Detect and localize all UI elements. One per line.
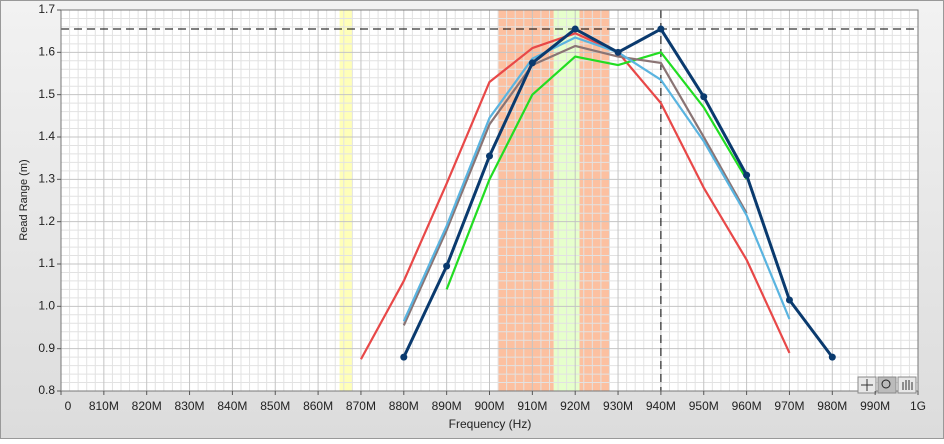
y-tick-label: 1.3	[38, 172, 55, 186]
cursor-icon	[861, 379, 873, 391]
x-tick-label: 900M	[474, 399, 504, 413]
x-tick-label: 850M	[260, 399, 290, 413]
data-point	[486, 152, 493, 160]
y-tick-label: 1.5	[38, 87, 55, 101]
x-tick-label: 960M	[732, 399, 762, 413]
y-tick-label: 1.0	[38, 299, 55, 313]
x-tick-label: 820M	[132, 399, 162, 413]
x-tick-label: 810M	[89, 399, 119, 413]
x-tick-label: 990M	[860, 399, 890, 413]
data-point	[571, 25, 579, 33]
y-tick-label: 0.9	[38, 341, 55, 355]
series-line	[445, 51, 748, 290]
y-tick-label: 1.2	[38, 214, 55, 228]
zoom-tool[interactable]	[877, 376, 897, 394]
graph-tools[interactable]	[857, 376, 917, 394]
series-line	[359, 32, 791, 360]
y-tick-label: 0.8	[38, 383, 55, 397]
x-tick-label: 870M	[346, 399, 376, 413]
y-tick-label: 1.6	[38, 45, 55, 59]
pan-icon	[902, 380, 913, 390]
y-tick-label: 1.4	[38, 129, 55, 143]
x-tick-label: 920M	[560, 399, 590, 413]
data-point	[785, 296, 793, 304]
data-point	[614, 48, 622, 56]
y-tick-label: 1.1	[38, 256, 55, 270]
data-point	[528, 59, 536, 67]
data-point	[443, 262, 451, 270]
x-tick-label: 860M	[303, 399, 333, 413]
y-axis-title: Read Range (m)	[18, 159, 30, 240]
x-tick-label: 930M	[603, 399, 633, 413]
frequency-band	[339, 10, 353, 391]
data-point	[400, 353, 408, 361]
x-tick-label: 0	[65, 399, 72, 413]
x-tick-label: 840M	[217, 399, 247, 413]
data-point	[743, 171, 751, 179]
x-tick-label: 910M	[517, 399, 547, 413]
series-line	[402, 36, 791, 322]
x-axis-title: Frequency (Hz)	[449, 417, 532, 431]
x-tick-label: 970M	[774, 399, 804, 413]
data-point	[657, 25, 665, 33]
y-tick-label: 1.7	[38, 2, 55, 16]
data-point	[700, 93, 708, 101]
x-tick-label: 980M	[817, 399, 847, 413]
x-tick-label: 890M	[432, 399, 462, 413]
x-tick-label: 880M	[389, 399, 419, 413]
x-tick-label: 1G	[910, 399, 926, 413]
x-tick-label: 940M	[646, 399, 676, 413]
x-tick-label: 830M	[175, 399, 205, 413]
zoom-icon	[881, 379, 891, 389]
series-line	[402, 44, 748, 326]
frequency-band	[579, 10, 610, 391]
x-tick-label: 950M	[689, 399, 719, 413]
data-point	[828, 353, 836, 361]
pan-tool[interactable]	[897, 376, 917, 394]
